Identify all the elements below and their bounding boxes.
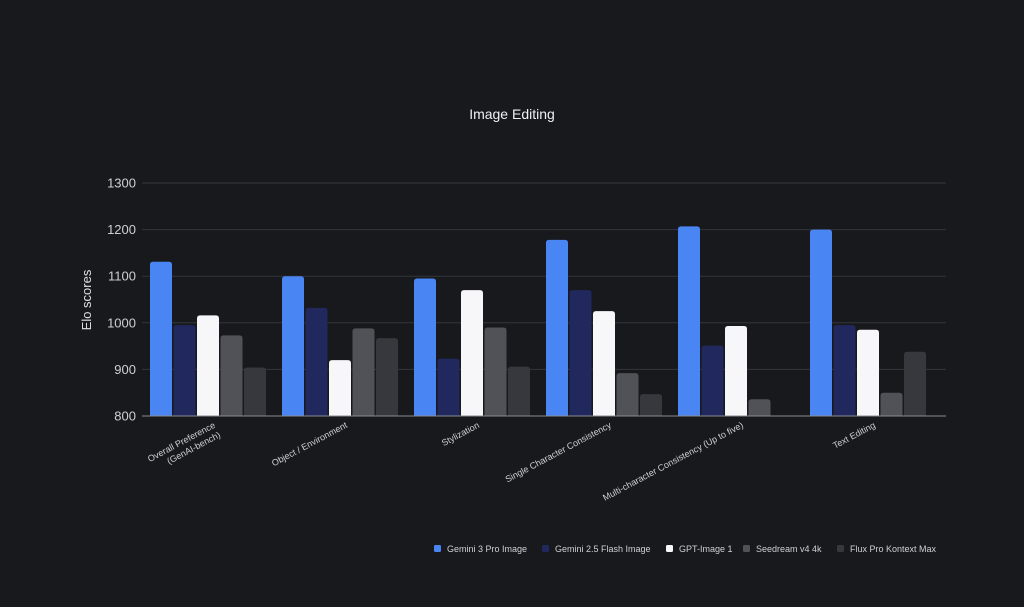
bar (305, 307, 328, 416)
x-tick-label: Text Editing (831, 420, 877, 451)
y-axis-label: Elo scores (79, 269, 94, 330)
x-tick-label-line: Stylization (440, 420, 481, 448)
bar (484, 327, 507, 416)
y-tick-label: 1300 (107, 176, 136, 191)
bar (678, 226, 700, 416)
x-tick-label: Multi-character Consistency (Up to five) (601, 420, 745, 503)
y-tick-label: 800 (114, 409, 136, 424)
x-tick-label-line: Text Editing (831, 420, 877, 451)
bar (508, 366, 530, 416)
bars (150, 226, 926, 416)
bar (833, 325, 856, 416)
bar (376, 338, 398, 416)
bar (616, 373, 639, 416)
bar (437, 358, 460, 416)
bar (244, 367, 266, 416)
bar (220, 335, 243, 416)
y-tick-label: 900 (114, 362, 136, 377)
bar (569, 290, 592, 416)
bar (197, 315, 219, 416)
bar (593, 311, 615, 416)
bar (880, 392, 903, 416)
x-tick-label: Stylization (440, 420, 481, 448)
bar (461, 290, 483, 416)
bar (904, 351, 926, 416)
bar (640, 394, 662, 416)
chart-title: Image Editing (469, 106, 555, 122)
bar (414, 278, 436, 416)
bar (150, 261, 172, 416)
bar (282, 276, 304, 416)
legend-swatch (434, 545, 441, 552)
bar (329, 360, 351, 416)
bar (352, 328, 375, 416)
x-tick-label-line: Single Character Consistency (504, 420, 614, 485)
x-tick-label-line: Object / Environment (270, 420, 349, 469)
legend-label: Gemini 3 Pro Image (447, 544, 527, 554)
x-tick-label-line: Multi-character Consistency (Up to five) (601, 420, 745, 503)
legend-label: Seedream v4 4k (756, 544, 822, 554)
x-tick-label: Object / Environment (270, 420, 349, 469)
bar (546, 239, 568, 416)
y-axis-ticks: 800 900 1000 1100 1200 1300 (107, 176, 136, 424)
legend-swatch (837, 545, 844, 552)
legend: Gemini 3 Pro Image Gemini 2.5 Flash Image… (434, 544, 937, 554)
y-tick-label: 1200 (107, 222, 136, 237)
legend-label: Gemini 2.5 Flash Image (555, 544, 651, 554)
bar (748, 399, 771, 416)
bar (701, 345, 724, 416)
bar (810, 229, 832, 416)
x-tick-label: Single Character Consistency (504, 420, 614, 485)
legend-label: GPT-Image 1 (679, 544, 733, 554)
x-tick-label: Overall Preference(GenAI-bench) (146, 420, 222, 474)
bar (857, 329, 879, 416)
y-tick-label: 1000 (107, 315, 136, 330)
legend-swatch (743, 545, 750, 552)
legend-swatch (542, 545, 549, 552)
x-axis-ticks: Overall Preference(GenAI-bench) Object / … (146, 420, 877, 503)
bar (725, 326, 747, 416)
bar (173, 325, 196, 416)
legend-swatch (666, 545, 673, 552)
legend-label: Flux Pro Kontext Max (850, 544, 937, 554)
y-tick-label: 1100 (108, 269, 136, 284)
